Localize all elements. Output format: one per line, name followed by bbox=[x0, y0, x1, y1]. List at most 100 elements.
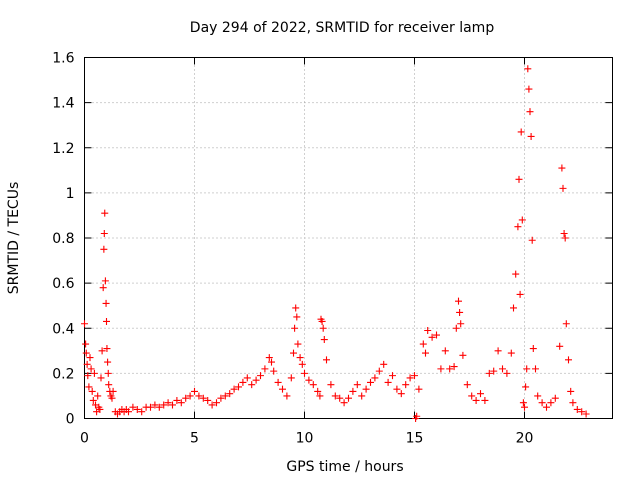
y-tick-label: 0.8 bbox=[52, 231, 74, 247]
data-point bbox=[87, 365, 95, 373]
data-point bbox=[287, 374, 295, 382]
data-point bbox=[499, 365, 506, 373]
data-point bbox=[567, 387, 575, 395]
data-point bbox=[323, 356, 330, 364]
data-point bbox=[283, 392, 291, 400]
data-point bbox=[477, 390, 484, 398]
data-point bbox=[367, 378, 374, 386]
data-point bbox=[573, 405, 581, 413]
data-point bbox=[252, 376, 260, 384]
data-point bbox=[397, 390, 405, 398]
data-point bbox=[353, 381, 361, 389]
data-point bbox=[468, 392, 476, 400]
y-tick-label: 0.6 bbox=[52, 276, 74, 292]
data-point bbox=[204, 396, 212, 404]
data-point bbox=[459, 351, 467, 359]
data-point bbox=[133, 405, 141, 413]
data-point bbox=[129, 403, 137, 411]
data-point bbox=[411, 372, 418, 380]
data-point bbox=[521, 403, 528, 411]
data-point bbox=[336, 394, 344, 402]
data-point bbox=[309, 381, 317, 389]
data-point bbox=[380, 360, 388, 368]
data-point bbox=[169, 401, 176, 409]
x-tick-label: 20 bbox=[516, 431, 534, 447]
data-point bbox=[99, 284, 107, 292]
data-point bbox=[402, 381, 410, 389]
data-point bbox=[437, 365, 445, 373]
data-point bbox=[265, 354, 273, 362]
data-point bbox=[248, 381, 256, 389]
data-point bbox=[94, 392, 102, 400]
data-point bbox=[173, 396, 181, 404]
data-point bbox=[104, 369, 112, 377]
data-point bbox=[83, 360, 91, 368]
data-point bbox=[490, 367, 498, 375]
data-point bbox=[419, 340, 427, 348]
data-point bbox=[349, 387, 357, 395]
data-point bbox=[456, 308, 464, 316]
data-point bbox=[316, 392, 324, 400]
data-point bbox=[90, 369, 98, 377]
data-point bbox=[81, 320, 88, 328]
data-point bbox=[100, 245, 108, 253]
data-point bbox=[512, 270, 520, 278]
data-point bbox=[89, 396, 97, 404]
data-point bbox=[485, 369, 493, 377]
data-point bbox=[327, 381, 335, 389]
data-point bbox=[528, 236, 536, 244]
data-point bbox=[182, 394, 190, 402]
data-point bbox=[109, 387, 117, 395]
data-point bbox=[534, 392, 542, 400]
data-point bbox=[86, 354, 94, 362]
data-point bbox=[85, 383, 93, 391]
data-point bbox=[422, 349, 429, 357]
data-point bbox=[428, 333, 436, 341]
data-point bbox=[103, 345, 111, 353]
data-point bbox=[208, 401, 216, 409]
data-point bbox=[424, 327, 432, 335]
data-point bbox=[270, 367, 278, 375]
data-point bbox=[514, 223, 522, 231]
x-tick-label: 15 bbox=[406, 431, 424, 447]
data-point bbox=[526, 108, 534, 116]
data-point bbox=[305, 376, 313, 384]
data-point bbox=[558, 164, 566, 172]
data-point bbox=[274, 378, 282, 386]
grid-lines bbox=[84, 57, 613, 419]
data-point bbox=[582, 410, 590, 418]
data-point bbox=[230, 385, 238, 393]
data-point bbox=[518, 216, 526, 224]
chart-title: Day 294 of 2022, SRMTID for receiver lam… bbox=[190, 20, 495, 36]
data-point bbox=[538, 399, 546, 407]
data-point bbox=[525, 85, 533, 93]
data-point bbox=[151, 401, 159, 409]
data-point bbox=[291, 324, 299, 332]
data-point bbox=[292, 304, 300, 312]
data-point bbox=[331, 392, 339, 400]
data-point bbox=[268, 358, 275, 366]
data-point bbox=[301, 369, 308, 377]
data-point bbox=[261, 365, 269, 373]
data-point bbox=[358, 392, 366, 400]
y-tick-label: 1.6 bbox=[52, 51, 74, 67]
data-point bbox=[155, 403, 163, 411]
data-point bbox=[560, 229, 568, 237]
data-point bbox=[147, 403, 154, 411]
x-tick-label: 0 bbox=[80, 431, 89, 447]
data-point bbox=[455, 297, 462, 305]
data-point bbox=[578, 408, 586, 416]
data-point bbox=[164, 399, 172, 407]
data-point bbox=[100, 229, 108, 237]
data-point bbox=[199, 394, 207, 402]
data-point bbox=[226, 390, 234, 398]
data-point bbox=[314, 387, 322, 395]
data-point bbox=[413, 412, 421, 420]
data-point bbox=[510, 304, 517, 312]
data-point bbox=[82, 340, 90, 348]
data-point bbox=[565, 356, 572, 364]
data-point bbox=[279, 385, 286, 393]
data-point bbox=[243, 374, 251, 382]
data-point bbox=[213, 399, 220, 407]
